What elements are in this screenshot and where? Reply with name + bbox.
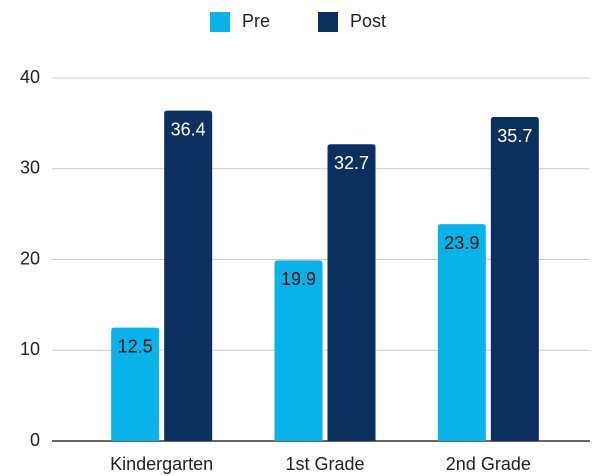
y-tick-label: 20 — [20, 248, 40, 268]
bar — [327, 144, 376, 441]
bar — [437, 224, 486, 441]
legend-label: Pre — [242, 11, 270, 31]
bar — [274, 260, 323, 441]
data-label: 36.4 — [171, 119, 206, 139]
legend-swatch — [210, 12, 230, 32]
y-tick-label: 10 — [20, 339, 40, 359]
data-label: 35.7 — [497, 126, 532, 146]
bar — [164, 110, 213, 442]
legend-label: Post — [350, 11, 386, 31]
x-tick-label: 1st Grade — [285, 454, 364, 474]
data-label: 32.7 — [334, 153, 369, 173]
x-tick-label: 2nd Grade — [446, 454, 531, 474]
x-tick-label: Kindergarten — [110, 454, 213, 474]
bar — [111, 327, 160, 441]
y-tick-label: 0 — [30, 430, 40, 450]
data-label: 19.9 — [281, 269, 316, 289]
data-label: 12.5 — [118, 336, 153, 356]
bar — [490, 117, 539, 442]
y-tick-label: 40 — [20, 67, 40, 87]
y-tick-label: 30 — [20, 158, 40, 178]
data-label: 23.9 — [444, 233, 479, 253]
legend-swatch — [318, 12, 338, 32]
